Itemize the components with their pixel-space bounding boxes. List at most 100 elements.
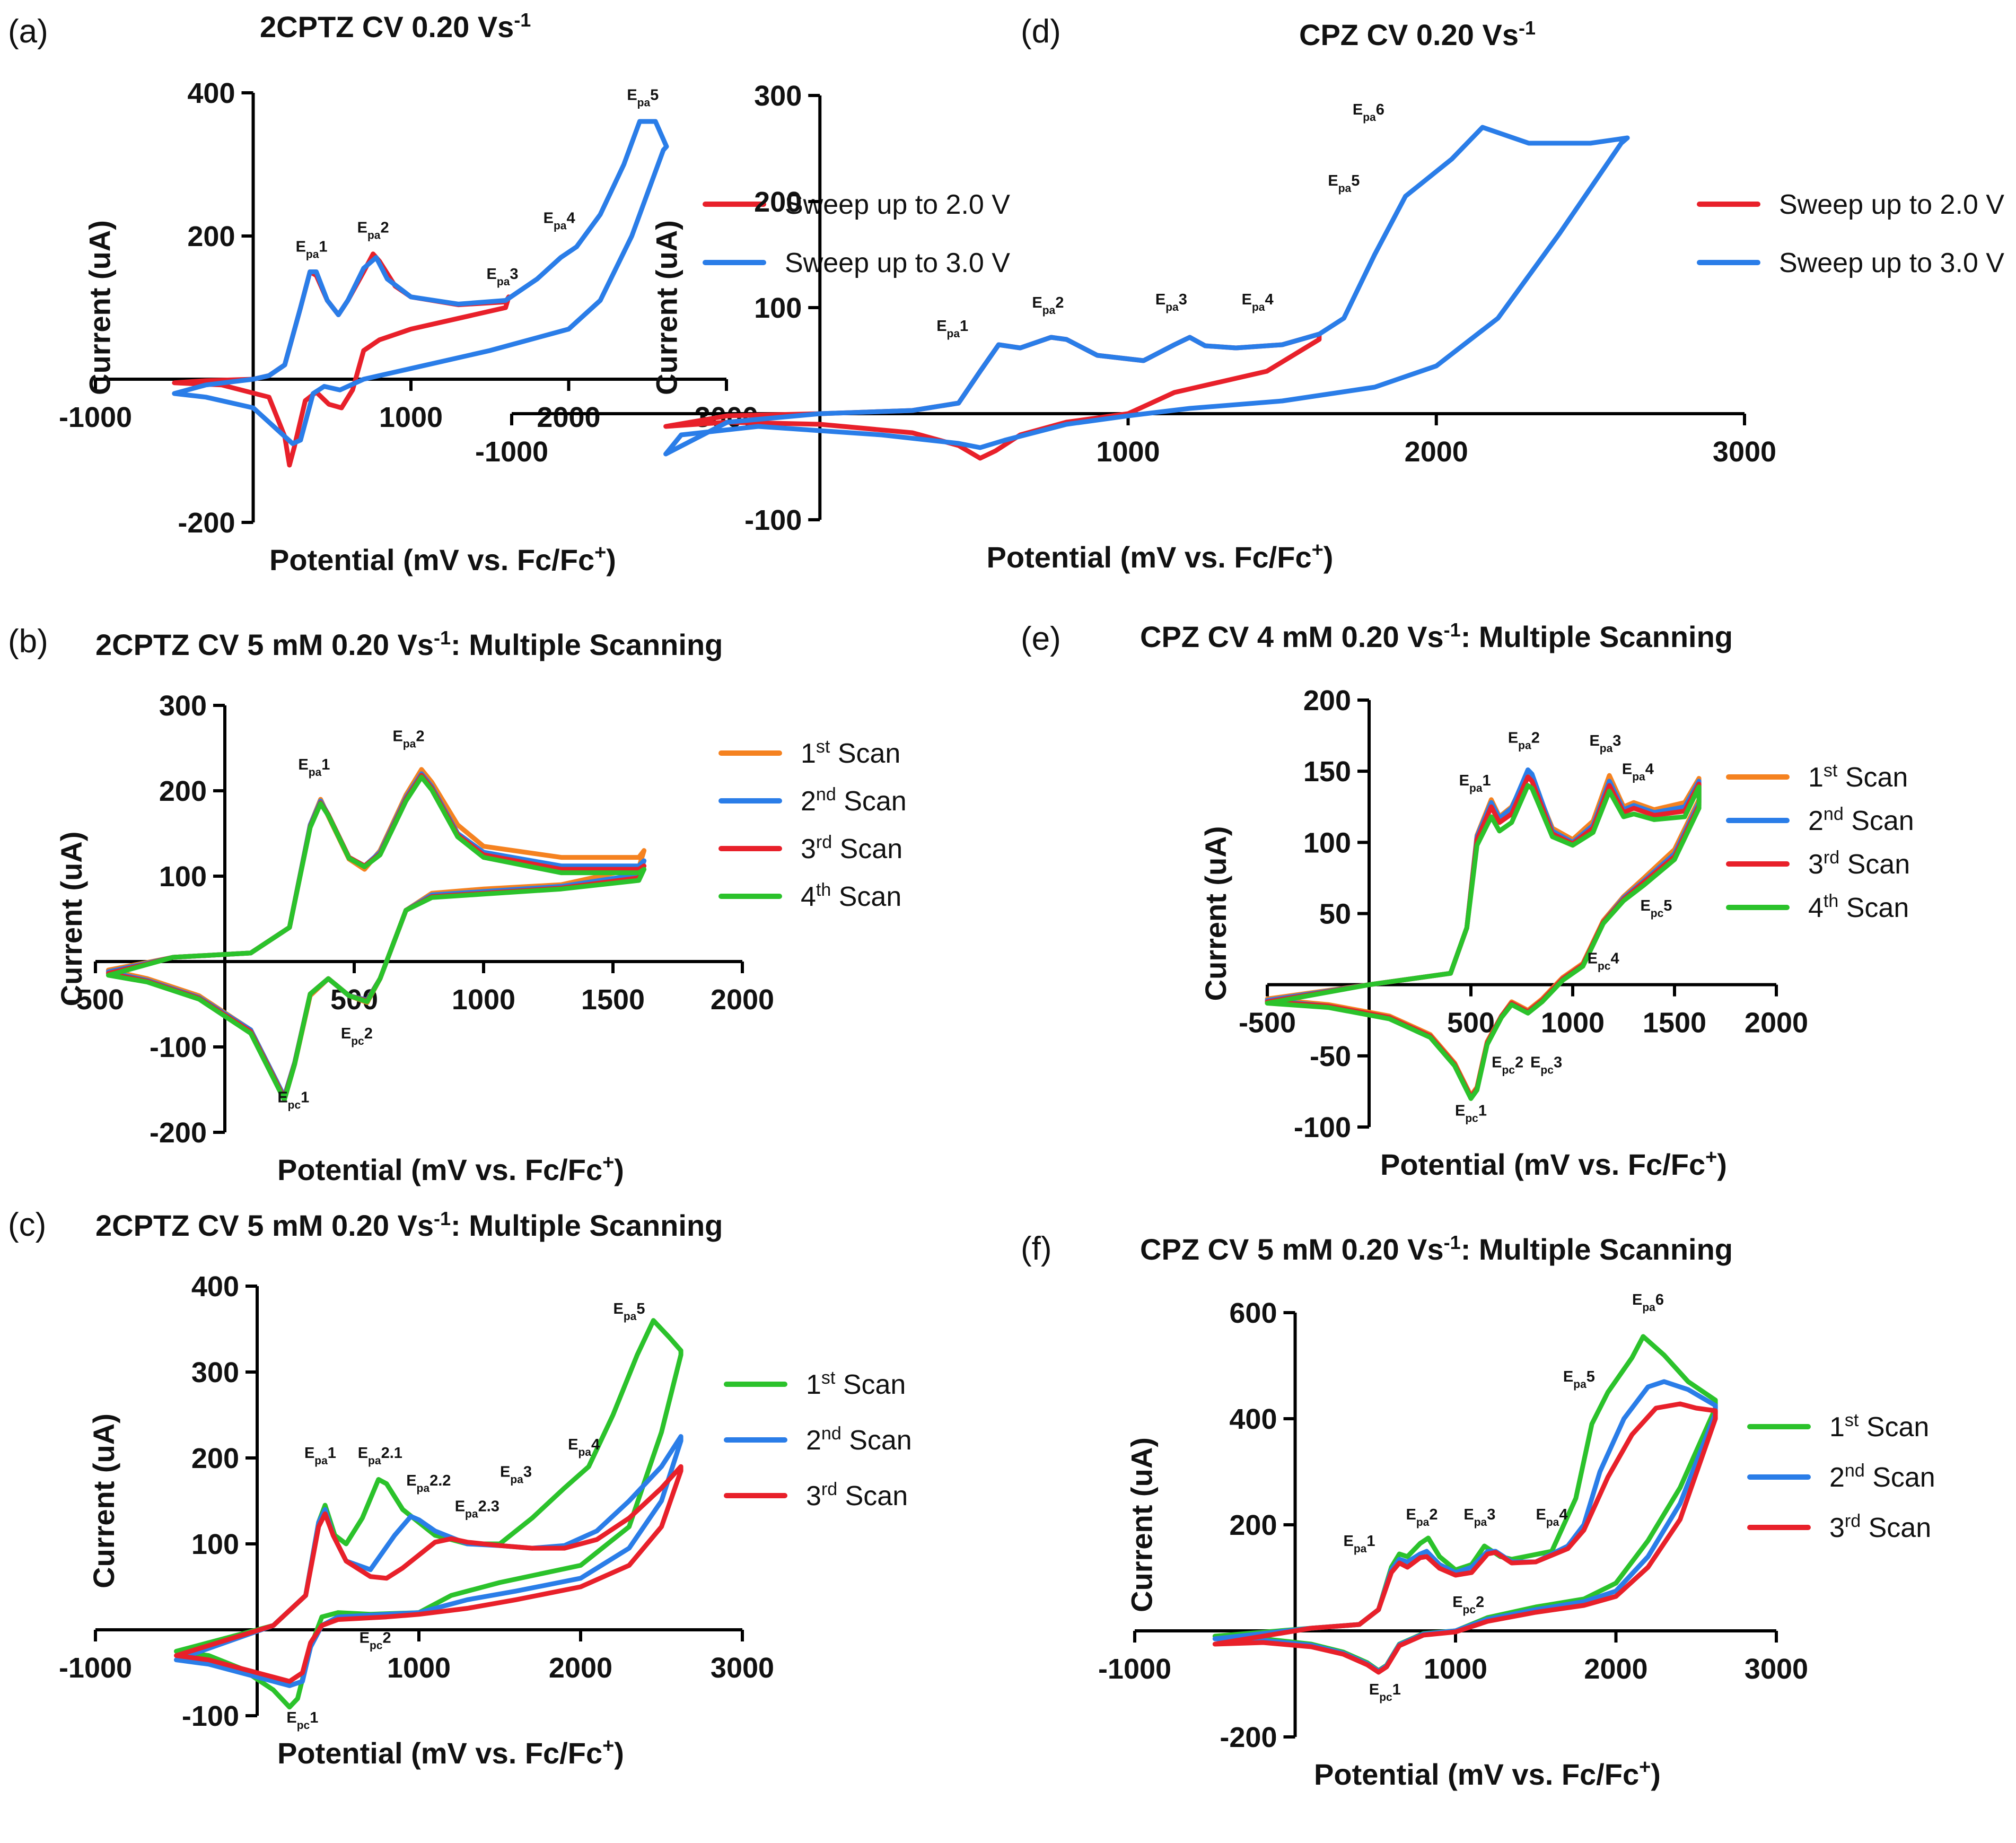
y-tick-label: 150 bbox=[1303, 756, 1351, 788]
peak-annotation: Epa3 bbox=[1589, 732, 1621, 755]
x-tick-label: -500 bbox=[67, 984, 124, 1016]
annotation-number: 2 bbox=[1515, 1054, 1523, 1071]
x-tick-label: 2000 bbox=[1745, 1007, 1808, 1039]
peak-annotation: Epa2 bbox=[1508, 730, 1540, 752]
title-suffix: : Multiple Scanning bbox=[1461, 620, 1733, 653]
annotation-number: 4 bbox=[591, 1436, 600, 1453]
annotation-subscript: pa bbox=[1546, 1516, 1559, 1528]
annotation-symbol: E bbox=[298, 756, 308, 773]
y-tick-label: 300 bbox=[159, 690, 207, 722]
series-line-3 bbox=[174, 1464, 683, 1684]
peak-annotation: Epa5 bbox=[1328, 172, 1360, 195]
annotation-number: 3 bbox=[1554, 1054, 1562, 1071]
title-suffix: : Multiple Scanning bbox=[451, 1209, 723, 1242]
annotation-number: 5 bbox=[1663, 897, 1672, 914]
annotation-number: 4 bbox=[567, 210, 575, 227]
peak-annotation: Epa5 bbox=[1563, 1368, 1595, 1391]
annotation-subscript: pa bbox=[1642, 1302, 1655, 1314]
annotation-subscript: pa bbox=[554, 220, 567, 232]
peak-annotation: Epa1 bbox=[304, 1445, 336, 1467]
annotation-symbol: E bbox=[1032, 294, 1042, 311]
annotation-subscript: pa bbox=[1469, 782, 1483, 794]
legend-label-superscript: nd bbox=[1824, 804, 1844, 824]
legend-label-suffix: Scan bbox=[1844, 806, 1914, 836]
x-tick-label: 2000 bbox=[711, 984, 774, 1016]
legend-label-text: 1 bbox=[801, 738, 816, 769]
annotation-number: 1 bbox=[301, 1089, 309, 1106]
x-tick-label: -1000 bbox=[59, 1652, 132, 1684]
legend-label-text: 2 bbox=[806, 1425, 821, 1456]
annotation-number: 3 bbox=[1179, 291, 1187, 308]
legend-label: 2nd Scan bbox=[806, 1423, 912, 1456]
y-tick-label: -100 bbox=[1294, 1112, 1351, 1143]
legend-label-text: 4 bbox=[1808, 893, 1824, 923]
peak-annotation: Epa3 bbox=[1155, 291, 1187, 313]
y-axis-label: Current (uA) bbox=[87, 1413, 120, 1588]
annotation-number: 1 bbox=[319, 239, 327, 256]
x-axis-label-superscript: + bbox=[1705, 1146, 1717, 1168]
x-axis-label: Potential (mV vs. Fc/Fc+) bbox=[1314, 1756, 1661, 1791]
title-superscript: -1 bbox=[1519, 17, 1536, 39]
legend-label-superscript: st bbox=[816, 737, 830, 757]
annotation-symbol: E bbox=[455, 1498, 465, 1515]
x-tick-label: -1000 bbox=[475, 436, 548, 468]
annotation-number: 5 bbox=[1586, 1368, 1595, 1385]
peak-annotation: Epa2 bbox=[392, 728, 424, 750]
peak-annotation: Epc4 bbox=[1588, 950, 1619, 972]
legend-label: Sweep up to 2.0 V bbox=[1779, 189, 2004, 220]
peak-annotation: Epa3 bbox=[1463, 1506, 1495, 1528]
legend-label-text: Sweep up to 3.0 V bbox=[1779, 248, 2004, 278]
annotation-number: 2.3 bbox=[478, 1498, 499, 1515]
annotation-subscript: pa bbox=[637, 97, 651, 109]
series-line-2 bbox=[172, 119, 669, 446]
annotation-symbol: E bbox=[1530, 1054, 1540, 1071]
legend-label: 2nd Scan bbox=[801, 784, 907, 817]
panel-c: (c) 2CPTZ CV 5 mM 0.20 Vs-1: Multiple Sca… bbox=[8, 1207, 912, 1770]
y-axis-label: Current (uA) bbox=[1125, 1437, 1159, 1612]
annotation-number: 2 bbox=[1476, 1594, 1484, 1611]
annotation-subscript: pa bbox=[1252, 301, 1265, 313]
x-tick-label: 1000 bbox=[452, 984, 515, 1016]
peak-annotation: Epa4 bbox=[568, 1436, 600, 1458]
annotation-subscript: pa bbox=[1474, 1516, 1487, 1528]
legend-label: 3rd Scan bbox=[801, 832, 902, 864]
panel-letter: (f) bbox=[1021, 1230, 1052, 1267]
title-suffix: : Multiple Scanning bbox=[451, 628, 723, 661]
annotation-number: 1 bbox=[1392, 1681, 1401, 1698]
peak-annotation: Epa2.3 bbox=[455, 1498, 499, 1520]
title-suffix: : Multiple Scanning bbox=[1461, 1233, 1733, 1266]
peak-annotation: Epa2 bbox=[1032, 294, 1064, 317]
series-line-2 bbox=[663, 125, 1630, 457]
annotation-subscript: pc bbox=[297, 1719, 310, 1731]
y-tick-label: 300 bbox=[754, 80, 802, 112]
annotation-number: 1 bbox=[328, 1445, 336, 1462]
annotation-subscript: pc bbox=[1465, 1112, 1478, 1124]
legend-label-suffix: Scan bbox=[831, 881, 901, 912]
legend-label-superscript: rd bbox=[1845, 1511, 1861, 1531]
annotation-symbol: E bbox=[296, 239, 306, 256]
y-tick-label: 100 bbox=[159, 861, 207, 893]
annotation-symbol: E bbox=[1508, 730, 1518, 747]
x-tick-label: -500 bbox=[1239, 1007, 1296, 1039]
y-tick-label: 400 bbox=[1229, 1403, 1277, 1435]
annotation-subscript: pc bbox=[1502, 1064, 1515, 1076]
annotation-subscript: pa bbox=[403, 738, 416, 750]
annotation-symbol: E bbox=[1459, 772, 1469, 789]
peak-annotation: Epa1 bbox=[1344, 1533, 1375, 1555]
annotation-subscript: pa bbox=[1518, 739, 1531, 752]
annotation-symbol: E bbox=[1632, 1291, 1642, 1308]
annotation-subscript: pa bbox=[1416, 1516, 1430, 1528]
legend-label-text: 2 bbox=[1808, 806, 1824, 836]
legend-label-suffix: Scan bbox=[1865, 1462, 1935, 1493]
peak-annotation: Epa2 bbox=[1406, 1506, 1438, 1528]
annotation-symbol: E bbox=[568, 1436, 578, 1453]
annotation-subscript: pa bbox=[417, 1482, 430, 1494]
chart-title: 2CPTZ CV 0.20 Vs-1 bbox=[260, 9, 531, 44]
annotation-symbol: E bbox=[392, 728, 402, 745]
annotation-number: 4 bbox=[1559, 1506, 1567, 1523]
x-axis-label-text: Potential (mV vs. Fc/Fc bbox=[277, 1736, 602, 1770]
peak-annotation: Epa3 bbox=[487, 266, 519, 288]
legend-label: 1st Scan bbox=[801, 737, 900, 769]
annotation-symbol: E bbox=[304, 1445, 314, 1462]
legend-label-suffix: Scan bbox=[837, 1481, 908, 1512]
